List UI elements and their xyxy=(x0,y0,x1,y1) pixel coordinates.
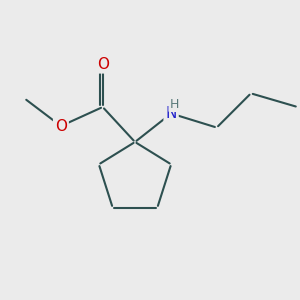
Text: O: O xyxy=(55,118,67,134)
Text: N: N xyxy=(165,106,177,121)
Text: O: O xyxy=(97,57,109,72)
Text: H: H xyxy=(169,98,179,111)
